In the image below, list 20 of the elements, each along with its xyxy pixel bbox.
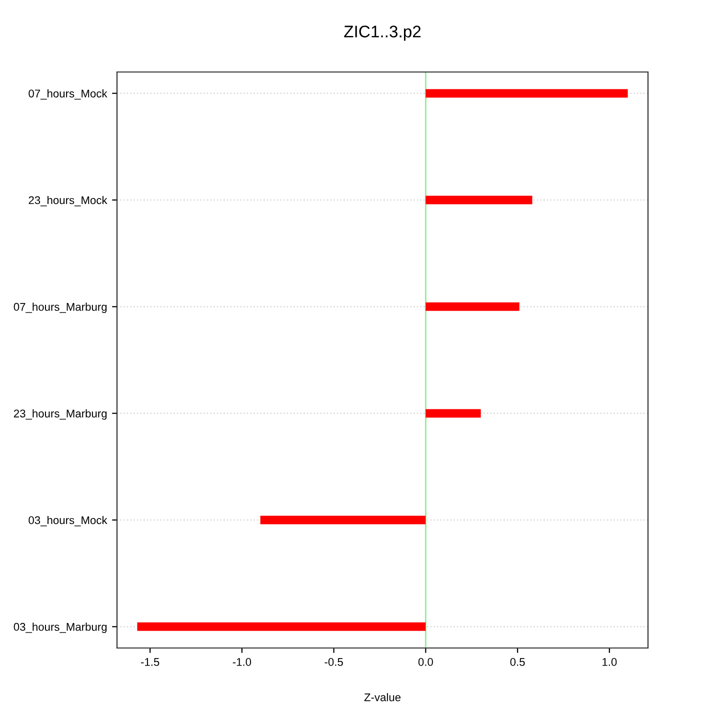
- bar: [260, 516, 426, 524]
- x-tick-label: 0.0: [418, 658, 433, 666]
- x-axis-title: Z-value: [364, 693, 401, 702]
- bar: [426, 89, 628, 98]
- chart-title: ZIC1..3.p2: [344, 26, 421, 41]
- bar: [137, 622, 426, 631]
- y-tick-label: 03_hours_Mock: [28, 516, 108, 526]
- y-tick-label: 23_hours_Mock: [28, 196, 108, 206]
- x-tick-label: -1.0: [232, 658, 252, 666]
- x-tick-label: 0.5: [510, 658, 525, 666]
- x-tick-label: -0.5: [324, 658, 343, 666]
- x-tick-label: -1.5: [140, 658, 160, 666]
- bar: [426, 409, 481, 418]
- y-tick-label: 03_hours_Marburg: [14, 622, 107, 633]
- x-tick-label: 1.0: [602, 658, 617, 666]
- bar: [426, 196, 532, 204]
- bar: [426, 302, 520, 311]
- y-tick-label: 07_hours_Mock: [28, 89, 108, 100]
- y-tick-label: 23_hours_Marburg: [14, 409, 107, 420]
- y-tick-label: 07_hours_Marburg: [14, 302, 107, 313]
